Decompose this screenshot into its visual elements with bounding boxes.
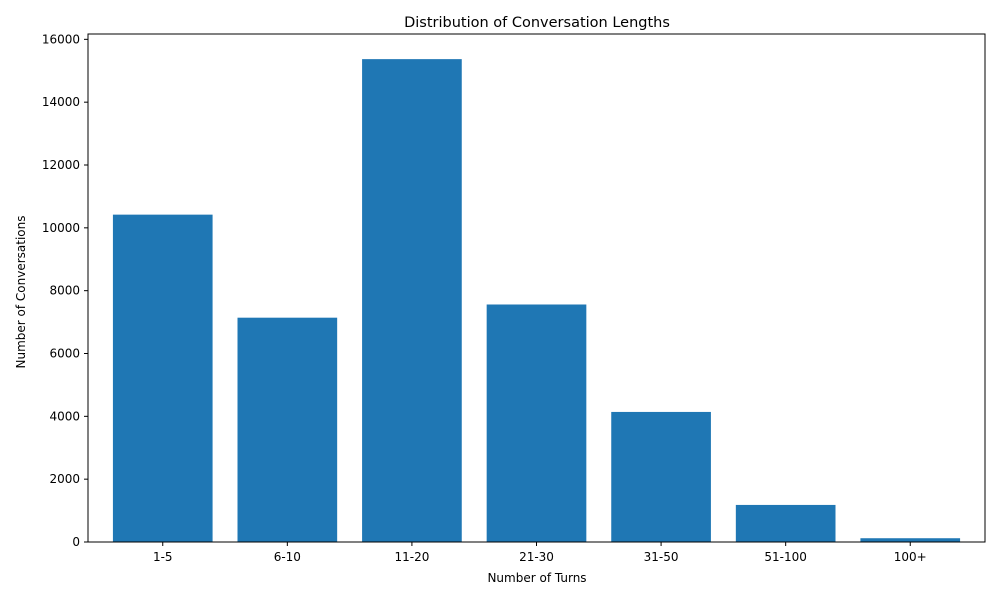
x-tick-label-21-30: 21-30 xyxy=(519,550,554,564)
y-tick-label-2000: 2000 xyxy=(49,472,80,486)
x-tick-label-11-20: 11-20 xyxy=(394,550,429,564)
y-tick-label-10000: 10000 xyxy=(42,221,80,235)
bar-11-20 xyxy=(362,59,462,542)
y-tick-label-0: 0 xyxy=(72,535,80,549)
bars-layer xyxy=(112,59,961,542)
x-tick-label-6-10: 6-10 xyxy=(274,550,301,564)
chart-title: Distribution of Conversation Lengths xyxy=(404,15,670,31)
y-axis-label: Number of Conversations xyxy=(14,216,28,369)
bar-6-10 xyxy=(237,317,338,542)
y-tick-label-4000: 4000 xyxy=(49,409,80,423)
bar-51-100 xyxy=(735,504,836,542)
bar-31-50 xyxy=(611,411,711,542)
x-tick-label-51-100: 51-100 xyxy=(764,550,807,564)
bar-100+ xyxy=(860,538,961,542)
x-axis-label: Number of Turns xyxy=(487,571,586,585)
y-tick-label-8000: 8000 xyxy=(49,284,80,298)
y-tick-label-14000: 14000 xyxy=(42,95,80,109)
x-tick-label-1-5: 1-5 xyxy=(153,550,173,564)
bar-1-5 xyxy=(112,214,213,542)
x-tick-label-31-50: 31-50 xyxy=(644,550,679,564)
bar-21-30 xyxy=(486,304,587,542)
y-tick-label-12000: 12000 xyxy=(42,158,80,172)
y-tick-label-6000: 6000 xyxy=(49,347,80,361)
x-tick-label-100+: 100+ xyxy=(894,550,927,564)
axes-layer: 1-5 6-10 11-20 21-30 31-50 51-100 100+ 0 2000 400… xyxy=(42,32,986,564)
y-tick-label-16000: 16000 xyxy=(42,32,80,46)
